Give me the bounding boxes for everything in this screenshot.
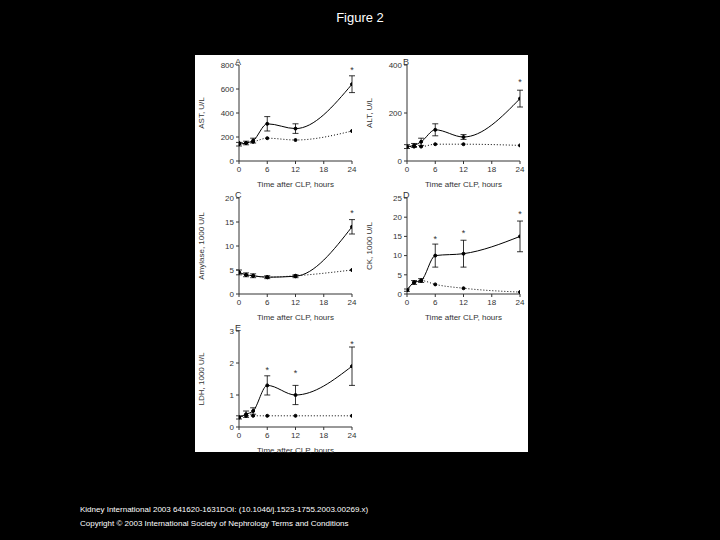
svg-text:24: 24 <box>348 298 357 307</box>
svg-text:200: 200 <box>389 109 403 118</box>
svg-text:24: 24 <box>516 298 525 307</box>
svg-text:12: 12 <box>459 165 468 174</box>
svg-text:12: 12 <box>291 431 300 440</box>
svg-text:0: 0 <box>230 157 235 166</box>
svg-text:400: 400 <box>389 61 403 70</box>
svg-text:5: 5 <box>230 266 235 275</box>
svg-text:24: 24 <box>348 431 357 440</box>
svg-text:18: 18 <box>319 165 328 174</box>
svg-text:24: 24 <box>348 165 357 174</box>
svg-text:*: * <box>433 234 437 244</box>
svg-text:10: 10 <box>393 251 402 260</box>
svg-text:600: 600 <box>221 85 235 94</box>
svg-text:18: 18 <box>319 431 328 440</box>
html-text:Copyright © 2003 International: Copyright © 2003 International Society o… <box>80 519 349 528</box>
html-text:D: D <box>403 190 410 200</box>
svg-text:Time after CLP, hours: Time after CLP, hours <box>425 180 502 189</box>
svg-text:*: * <box>518 209 522 219</box>
svg-text:Time after CLP, hours: Time after CLP, hours <box>257 180 334 189</box>
svg-text:15: 15 <box>225 218 234 227</box>
html-text:E: E <box>235 323 241 333</box>
svg-text:1: 1 <box>230 391 235 400</box>
svg-text:6: 6 <box>265 431 270 440</box>
html-text:B: B <box>403 57 409 67</box>
svg-text:*: * <box>350 65 354 75</box>
svg-text:Time after CLP, hours: Time after CLP, hours <box>257 313 334 322</box>
svg-text:0: 0 <box>405 165 410 174</box>
svg-text:*: * <box>518 77 522 87</box>
svg-text:2: 2 <box>230 359 235 368</box>
svg-text:3: 3 <box>230 327 235 336</box>
svg-text:ALT, U/L: ALT, U/L <box>365 97 374 128</box>
svg-text:6: 6 <box>433 165 438 174</box>
svg-text:24: 24 <box>516 165 525 174</box>
html-text:A: A <box>235 57 241 67</box>
svg-text:0: 0 <box>398 290 403 299</box>
svg-text:15: 15 <box>393 232 402 241</box>
svg-text:0: 0 <box>230 423 235 432</box>
svg-text:25: 25 <box>393 194 402 203</box>
html-text:Kidney International 2003 6416: Kidney International 2003 641620-1631DOI… <box>80 505 369 514</box>
svg-text:5: 5 <box>398 271 403 280</box>
svg-text:6: 6 <box>265 165 270 174</box>
svg-text:6: 6 <box>265 298 270 307</box>
svg-text:0: 0 <box>398 157 403 166</box>
svg-text:*: * <box>294 368 298 378</box>
svg-text:*: * <box>350 339 354 349</box>
svg-text:*: * <box>265 365 269 375</box>
svg-text:400: 400 <box>221 109 235 118</box>
svg-text:18: 18 <box>487 298 496 307</box>
svg-text:800: 800 <box>221 61 235 70</box>
svg-text:Amylase, 1000 U/L: Amylase, 1000 U/L <box>197 212 206 280</box>
svg-text:12: 12 <box>291 298 300 307</box>
svg-text:0: 0 <box>405 298 410 307</box>
svg-text:18: 18 <box>319 298 328 307</box>
svg-text:0: 0 <box>237 165 242 174</box>
svg-text:12: 12 <box>459 298 468 307</box>
svg-text:0: 0 <box>237 431 242 440</box>
svg-text:20: 20 <box>393 213 402 222</box>
svg-text:200: 200 <box>221 133 235 142</box>
html-text:C: C <box>235 190 242 200</box>
svg-text:CK, 1000 U/L: CK, 1000 U/L <box>365 221 374 270</box>
svg-text:*: * <box>462 228 466 238</box>
svg-text:12: 12 <box>291 165 300 174</box>
svg-text:6: 6 <box>433 298 438 307</box>
svg-text:Time after CLP, hours: Time after CLP, hours <box>425 313 502 322</box>
svg-text:Time after CLP, hours: Time after CLP, hours <box>257 446 334 455</box>
svg-text:18: 18 <box>487 165 496 174</box>
svg-text:10: 10 <box>225 242 234 251</box>
svg-text:AST, U/L: AST, U/L <box>197 97 206 129</box>
svg-text:0: 0 <box>230 290 235 299</box>
svg-text:LDH, 1000 U/L: LDH, 1000 U/L <box>197 352 206 405</box>
html-text:Figure 2: Figure 2 <box>336 10 384 25</box>
svg-text:0: 0 <box>237 298 242 307</box>
svg-text:20: 20 <box>225 194 234 203</box>
svg-text:*: * <box>350 208 354 218</box>
